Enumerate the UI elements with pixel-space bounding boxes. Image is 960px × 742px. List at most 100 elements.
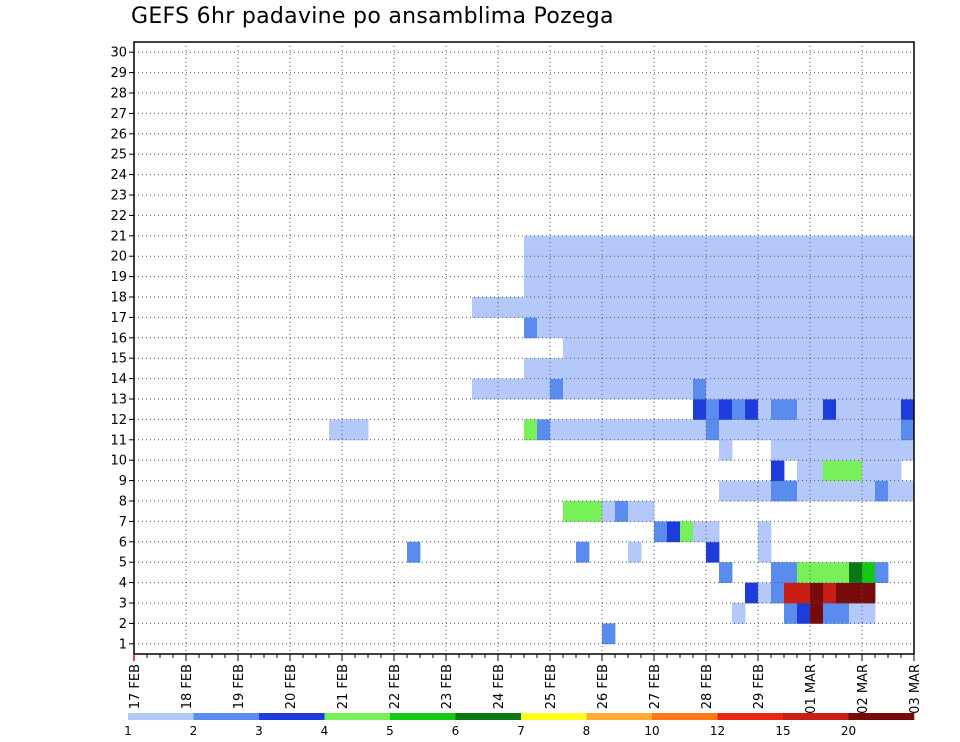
heatmap-cell <box>615 256 629 277</box>
heatmap-cell <box>784 399 798 420</box>
heatmap-cell <box>823 419 837 441</box>
heatmap-cell <box>628 419 642 441</box>
heatmap-cell <box>524 419 538 441</box>
heatmap-cell <box>654 378 668 400</box>
x-tick-label: 03 MAR <box>908 664 923 714</box>
heatmap-cell <box>888 358 902 379</box>
heatmap-cell <box>680 378 694 400</box>
heatmap-cell <box>901 399 915 420</box>
heatmap-cell <box>745 317 759 339</box>
heatmap-cell <box>823 358 837 379</box>
heatmap-cell <box>836 603 850 624</box>
heatmap-cell <box>823 317 837 339</box>
y-tick-label: 10 <box>110 454 127 469</box>
heatmap-cell <box>719 297 733 318</box>
heatmap-cell <box>667 521 681 543</box>
heatmap-cell <box>849 399 863 420</box>
heatmap-cell <box>849 317 863 339</box>
heatmap-cell <box>810 378 824 400</box>
heatmap-cell <box>498 297 512 318</box>
colorbar-label: 12 <box>710 724 725 738</box>
y-tick-label: 27 <box>110 107 127 122</box>
heatmap-cell <box>758 419 772 441</box>
heatmap-cell <box>862 297 876 318</box>
heatmap-cell <box>797 603 811 624</box>
heatmap-cell <box>628 378 642 400</box>
colorbar-label: 8 <box>583 724 591 738</box>
heatmap-cell <box>693 317 707 339</box>
heatmap-cell <box>771 460 785 481</box>
heatmap-cell <box>888 297 902 318</box>
heatmap-cell <box>550 358 564 379</box>
heatmap-cell <box>810 419 824 441</box>
heatmap-cell <box>797 419 811 441</box>
heatmap-cell <box>602 378 616 400</box>
heatmap-cell <box>680 521 694 543</box>
heatmap-cell <box>563 337 577 359</box>
heatmap-cell <box>550 256 564 277</box>
heatmap-cell <box>550 297 564 318</box>
heatmap-cell <box>550 378 564 400</box>
heatmap-cell <box>797 399 811 420</box>
heatmap-cell <box>706 317 720 339</box>
heatmap-cell <box>888 337 902 359</box>
heatmap-cell <box>537 297 551 318</box>
heatmap-cell <box>823 460 837 481</box>
heatmap-cell <box>628 541 642 563</box>
y-tick-label: 20 <box>110 250 127 265</box>
colorbar-label: 20 <box>841 724 856 738</box>
colorbar-label: 3 <box>255 724 263 738</box>
colorbar-label: 10 <box>644 724 659 738</box>
heatmap-cell <box>862 256 876 277</box>
heatmap-cell <box>901 256 915 277</box>
colorbar-swatch <box>848 713 915 720</box>
heatmap-cell <box>862 378 876 400</box>
heatmap-cell <box>810 562 824 583</box>
heatmap-cell <box>537 256 551 277</box>
heatmap-cell <box>849 582 863 604</box>
heatmap-cell <box>758 399 772 420</box>
heatmap-cell <box>537 276 551 298</box>
heatmap-cell <box>758 521 772 543</box>
heatmap-cell <box>706 521 720 543</box>
heatmap-cell <box>849 256 863 277</box>
heatmap-cell <box>836 317 850 339</box>
heatmap-cell <box>641 317 655 339</box>
heatmap-cell <box>875 378 889 400</box>
heatmap-cell <box>784 297 798 318</box>
chart-title: GEFS 6hr padavine po ansamblima Pozega <box>131 4 614 29</box>
heatmap-cell <box>719 235 733 257</box>
heatmap-cell <box>654 256 668 277</box>
colorbar-label: 7 <box>517 724 525 738</box>
heatmap-cell <box>784 358 798 379</box>
heatmap-cell <box>693 521 707 543</box>
heatmap-cell <box>550 276 564 298</box>
heatmap-cell <box>732 256 746 277</box>
heatmap-cell <box>524 317 538 339</box>
heatmap-cell <box>719 378 733 400</box>
heatmap-cell <box>758 582 772 604</box>
heatmap-cell <box>784 562 798 583</box>
heatmap-cell <box>771 582 785 604</box>
heatmap-cell <box>602 623 616 645</box>
heatmap-cell <box>771 419 785 441</box>
heatmap-cell <box>901 276 915 298</box>
heatmap-cell <box>524 276 538 298</box>
heatmap-cell <box>862 276 876 298</box>
y-tick-label: 21 <box>110 229 127 244</box>
heatmap-cell <box>602 337 616 359</box>
colorbar-label: 5 <box>386 724 394 738</box>
heatmap-cell <box>784 480 798 502</box>
colorbar-swatch <box>324 713 391 720</box>
heatmap-cell <box>667 358 681 379</box>
heatmap-cell <box>862 460 876 481</box>
heatmap-cell <box>576 337 590 359</box>
heatmap-cell <box>680 256 694 277</box>
heatmap-cell <box>355 419 369 441</box>
heatmap-cell <box>615 378 629 400</box>
heatmap-cell <box>797 317 811 339</box>
heatmap-cell <box>784 419 798 441</box>
heatmap-cell <box>719 419 733 441</box>
heatmap-cell <box>797 358 811 379</box>
heatmap-cell <box>758 378 772 400</box>
